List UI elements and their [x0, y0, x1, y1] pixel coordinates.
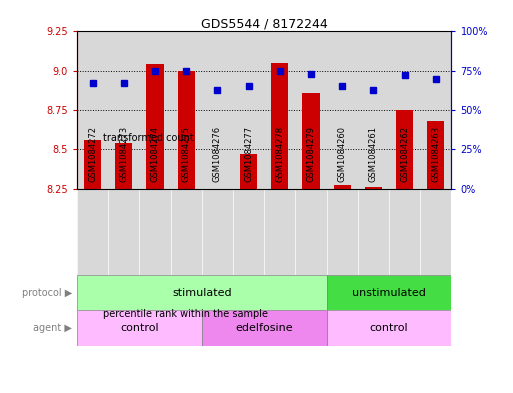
Bar: [115, 143, 132, 189]
Text: agent ▶: agent ▶: [33, 323, 72, 333]
Bar: [264, 189, 295, 275]
Bar: [202, 31, 233, 189]
Text: transformed count: transformed count: [103, 132, 193, 143]
Bar: [396, 110, 413, 189]
Title: GDS5544 / 8172244: GDS5544 / 8172244: [201, 17, 328, 30]
Bar: [420, 189, 451, 275]
Bar: [77, 275, 327, 310]
Bar: [84, 140, 101, 189]
Bar: [427, 121, 444, 189]
Text: control: control: [120, 323, 159, 333]
Bar: [170, 31, 202, 189]
Bar: [77, 189, 108, 275]
Bar: [327, 189, 358, 275]
Bar: [202, 310, 327, 346]
Bar: [333, 185, 351, 189]
Bar: [295, 31, 327, 189]
Bar: [108, 189, 140, 275]
Bar: [202, 189, 233, 275]
Bar: [271, 63, 288, 189]
Bar: [303, 93, 320, 189]
Text: protocol ▶: protocol ▶: [22, 288, 72, 298]
Bar: [240, 154, 257, 189]
Bar: [389, 189, 420, 275]
Text: control: control: [370, 323, 408, 333]
Bar: [327, 310, 451, 346]
Text: percentile rank within the sample: percentile rank within the sample: [103, 309, 268, 320]
Bar: [140, 31, 170, 189]
Bar: [358, 189, 389, 275]
Bar: [108, 31, 140, 189]
Text: unstimulated: unstimulated: [352, 288, 426, 298]
Bar: [146, 64, 164, 189]
Bar: [233, 189, 264, 275]
Bar: [389, 31, 420, 189]
Bar: [170, 189, 202, 275]
Bar: [420, 31, 451, 189]
Bar: [264, 31, 295, 189]
Bar: [140, 189, 170, 275]
Bar: [327, 275, 451, 310]
Bar: [358, 31, 389, 189]
Bar: [327, 31, 358, 189]
Bar: [295, 189, 327, 275]
Bar: [77, 31, 108, 189]
Text: stimulated: stimulated: [172, 288, 231, 298]
Bar: [177, 71, 195, 189]
Bar: [365, 187, 382, 189]
Bar: [233, 31, 264, 189]
Text: edelfosine: edelfosine: [235, 323, 293, 333]
Bar: [77, 310, 202, 346]
